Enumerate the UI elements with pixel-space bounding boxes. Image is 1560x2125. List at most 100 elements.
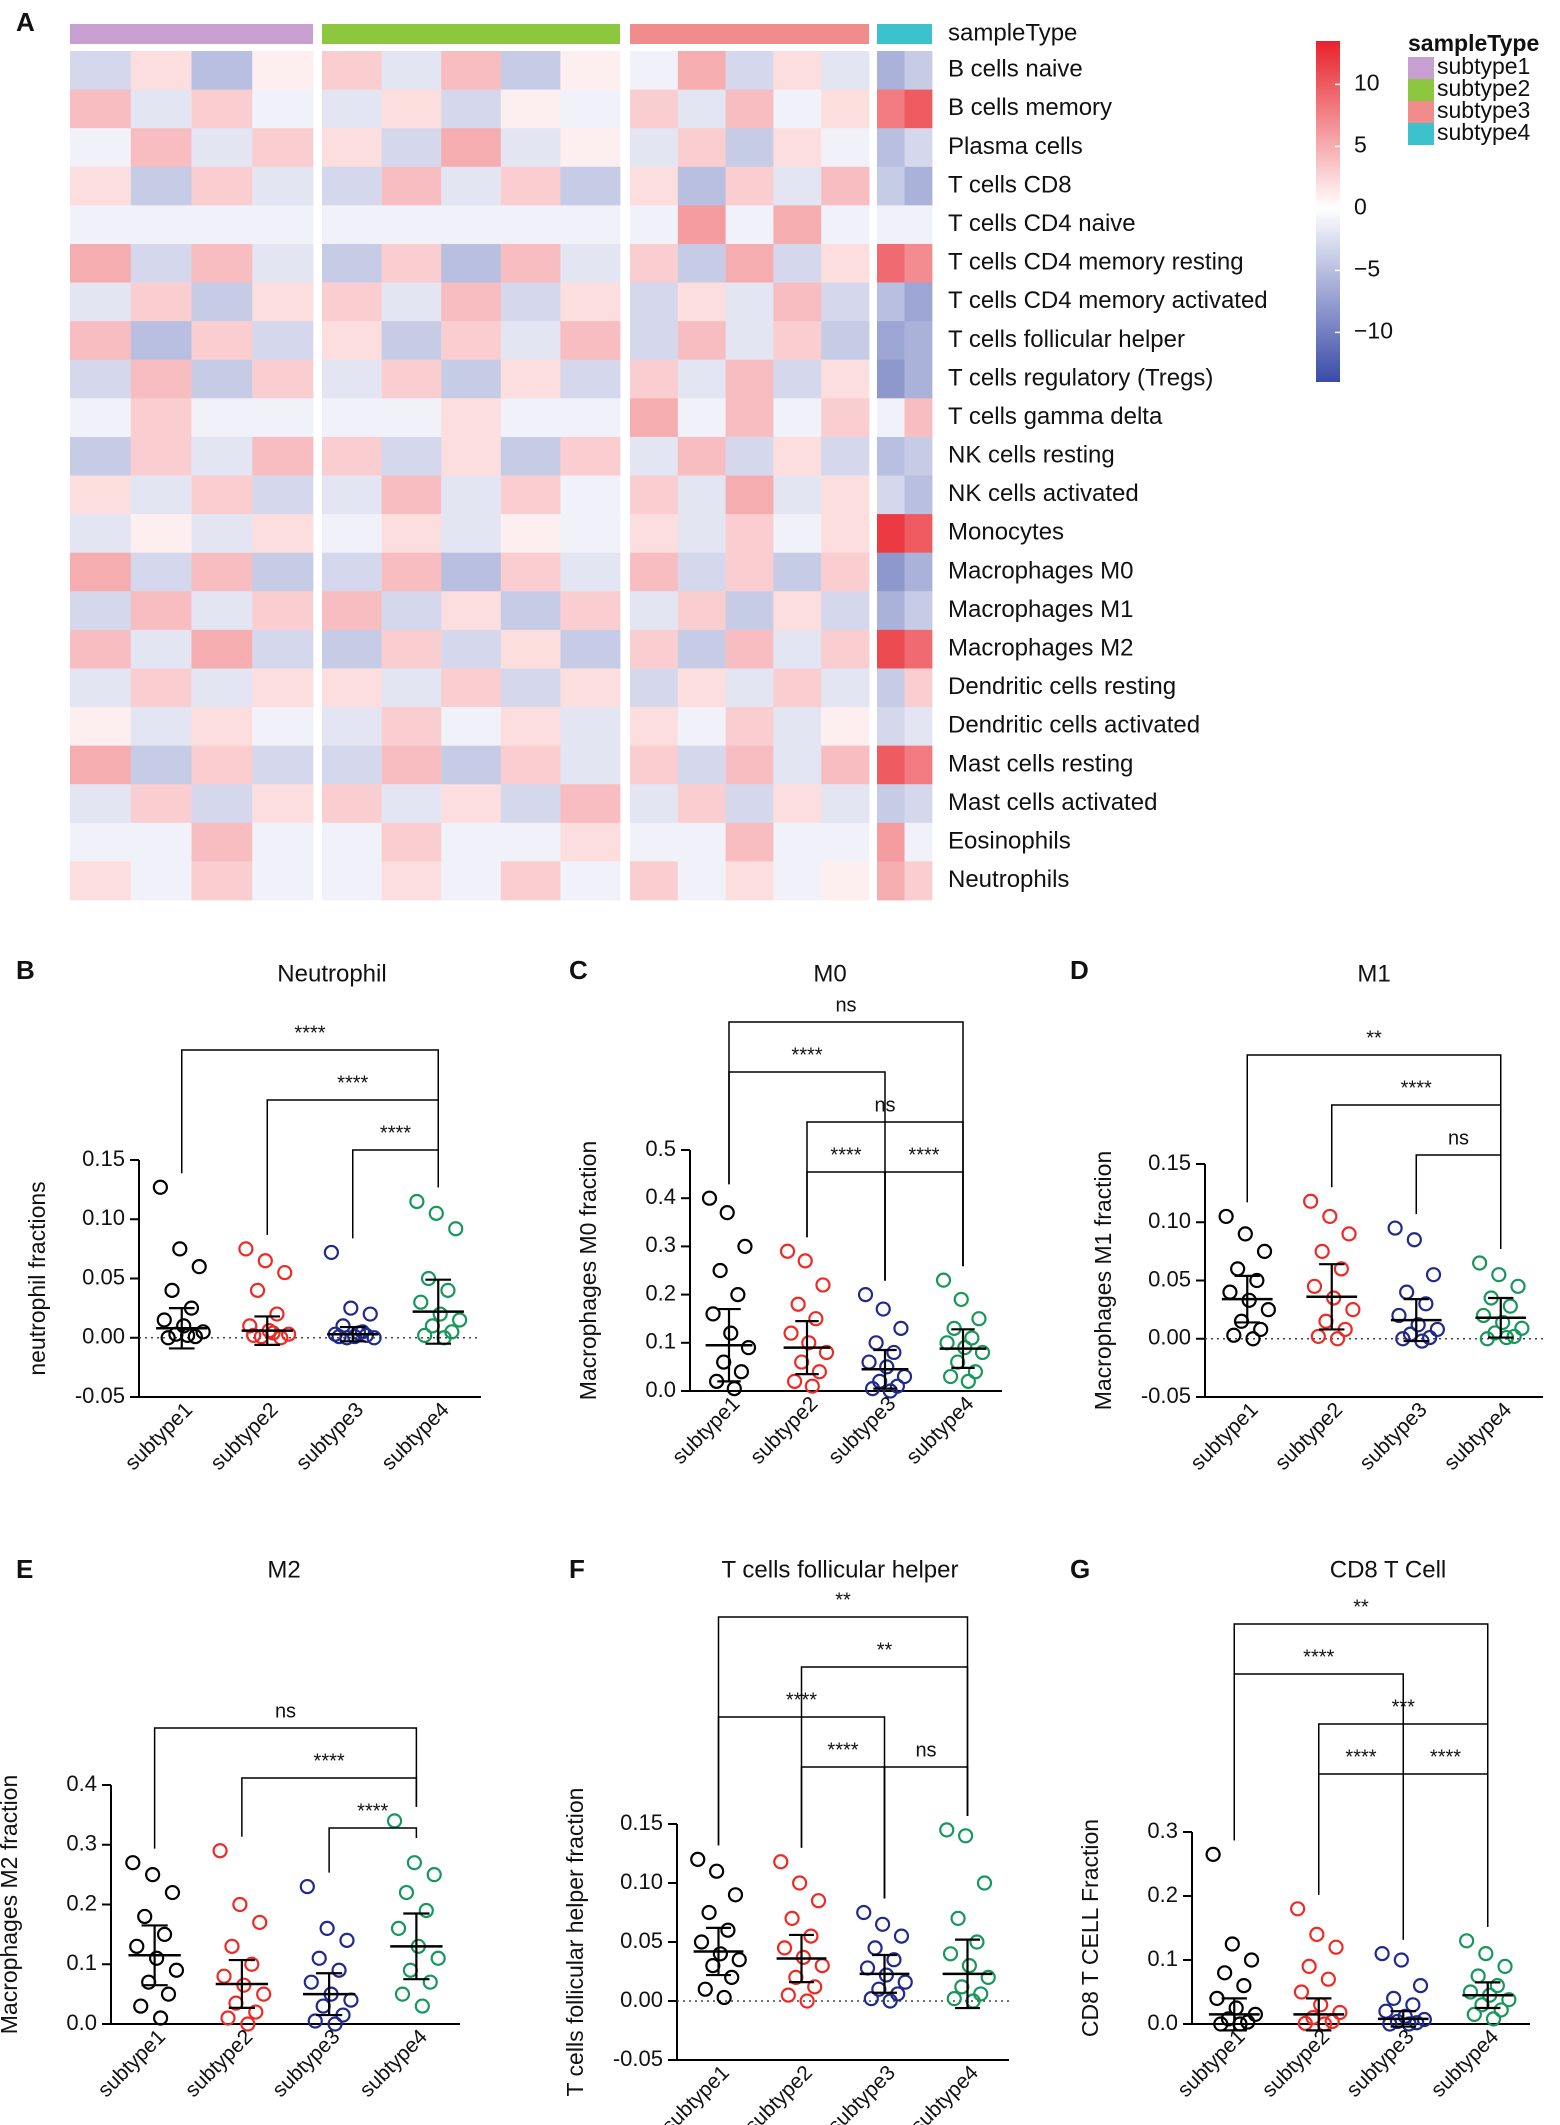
heatmap-cell — [821, 514, 870, 554]
heatmap-cell — [630, 591, 679, 631]
significance-label: ** — [1353, 1596, 1369, 1618]
y-axis-label: T cells follicular helper fraction — [562, 1788, 588, 2097]
row-label: B cells naive — [948, 56, 1083, 83]
heatmap-cell — [70, 707, 132, 747]
heatmap-cell — [773, 745, 822, 785]
heatmap-cell — [725, 861, 774, 901]
data-point — [160, 1330, 176, 1346]
color-bar — [1316, 41, 1340, 382]
data-point — [362, 1306, 378, 1322]
heatmap-cell — [70, 166, 132, 206]
heatmap-cell — [441, 398, 502, 438]
data-point — [220, 2010, 236, 2026]
data-point — [133, 1998, 149, 2014]
heatmap-cell — [252, 436, 314, 476]
data-point — [1320, 1971, 1336, 1987]
row-label: Neutrophils — [948, 866, 1069, 893]
color-bar-label: 5 — [1354, 131, 1367, 157]
y-tick-label: 0.10 — [1148, 1208, 1191, 1233]
heatmap-cell — [725, 707, 774, 747]
heatmap-cell — [773, 321, 822, 361]
heatmap-cell — [877, 745, 905, 785]
data-point — [420, 1270, 437, 1287]
heatmap-cell — [773, 166, 822, 206]
heatmap-cell — [904, 436, 933, 476]
heatmap-cell — [252, 128, 314, 168]
heatmap-cell — [904, 166, 933, 206]
heatmap-cell — [877, 822, 905, 862]
heatmap-cell — [130, 822, 192, 862]
data-point — [428, 1205, 444, 1221]
data-point — [257, 1253, 273, 1269]
y-tick-label: 0.2 — [645, 1280, 676, 1305]
heatmap-cell — [773, 51, 822, 90]
y-tick-label: 0.0 — [1147, 2010, 1178, 2035]
x-tick-label: subtype3 — [824, 1392, 901, 1469]
heatmap-cell — [725, 784, 774, 824]
heatmap-cell — [500, 166, 561, 206]
data-point — [1314, 1243, 1330, 1259]
heatmap-cell — [677, 166, 726, 206]
color-bar-label: 0 — [1354, 193, 1367, 219]
significance-bracket — [800, 1766, 886, 1899]
color-bar-label: −5 — [1354, 255, 1380, 281]
heatmap-cell — [725, 475, 774, 515]
data-point — [1209, 1990, 1225, 2007]
heatmap-cell — [821, 205, 870, 245]
x-tick-label: subtype1 — [657, 2061, 734, 2125]
heatmap-cell — [677, 359, 726, 399]
heatmap-cell — [630, 745, 679, 785]
heatmap-cell — [877, 321, 905, 361]
heatmap-cell — [70, 591, 132, 631]
heatmap-cell — [322, 166, 382, 206]
row-label: B cells memory — [948, 94, 1112, 121]
heatmap-cell — [500, 822, 561, 862]
data-point — [452, 1312, 468, 1328]
data-point — [969, 1934, 985, 1950]
legend-title: sampleType — [1408, 30, 1539, 56]
data-point — [311, 1950, 327, 1966]
heatmap-cell — [773, 398, 822, 438]
heatmap-cell — [252, 51, 314, 90]
data-point — [303, 1974, 319, 1990]
heatmap-cell — [381, 321, 442, 361]
heatmap-cell — [500, 436, 561, 476]
heatmap-cell — [130, 359, 192, 399]
heatmap-cell — [904, 552, 933, 592]
data-point — [1479, 1331, 1495, 1347]
heatmap-cell — [773, 707, 822, 747]
significance-label: **** — [1430, 1746, 1461, 1768]
color-bar-label: 10 — [1354, 69, 1380, 95]
data-point — [1230, 1261, 1246, 1277]
y-tick-label: 0.0 — [66, 2010, 97, 2035]
heatmap-cell — [677, 205, 726, 245]
heatmap-cell — [322, 321, 382, 361]
heatmap-cell — [500, 784, 561, 824]
data-point — [801, 1335, 817, 1351]
data-point — [780, 1987, 796, 2003]
y-tick-label: 0.1 — [1147, 1946, 1178, 1971]
data-point — [1495, 1314, 1511, 1331]
data-point — [779, 1243, 796, 1259]
data-point — [1418, 1296, 1434, 1312]
legend-label: subtype3 — [1437, 97, 1530, 123]
heatmap-cell — [904, 591, 933, 631]
heatmap-cell — [560, 552, 621, 592]
heatmap-cell — [630, 321, 679, 361]
heatmap-cell — [725, 745, 774, 785]
heatmap-cell — [677, 861, 726, 901]
data-point — [773, 1854, 789, 1870]
heatmap-cell — [252, 282, 314, 322]
heatmap-cell — [630, 359, 679, 399]
heatmap-cell — [441, 282, 502, 322]
data-point — [1224, 1936, 1240, 1952]
data-point — [1243, 1952, 1260, 1968]
y-tick-label: 0.10 — [82, 1205, 125, 1230]
heatmap-cell — [677, 514, 726, 554]
data-point — [1387, 1220, 1403, 1236]
row-label: T cells CD4 naive — [948, 210, 1136, 237]
heatmap-cell — [441, 861, 502, 901]
y-tick-label: 0.05 — [620, 1928, 663, 1953]
heatmap-cell — [821, 166, 870, 206]
heatmap-cell — [381, 89, 442, 129]
